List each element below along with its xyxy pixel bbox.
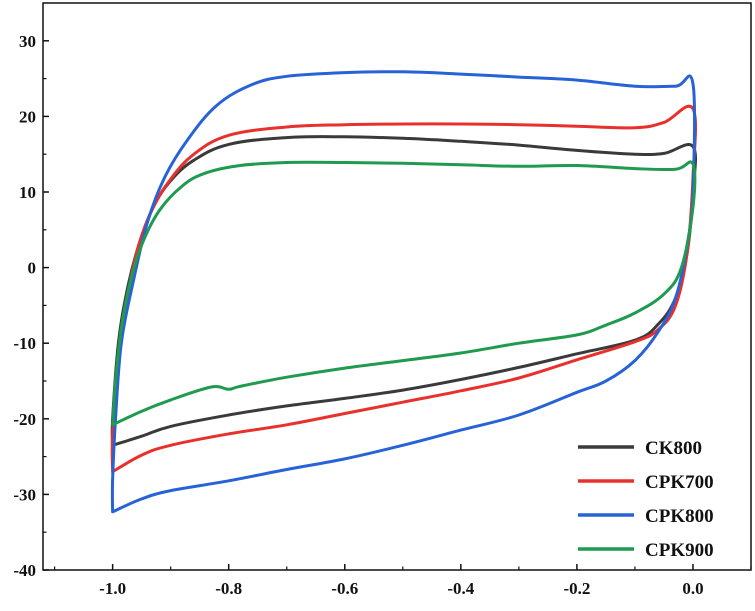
y-tick-label: -30 <box>13 485 36 504</box>
x-tick-label: -1.0 <box>99 579 126 598</box>
y-tick-label: 30 <box>19 32 36 51</box>
x-tick-label: -0.4 <box>447 579 474 598</box>
x-tick-label: -0.2 <box>563 579 590 598</box>
x-tick-label: -0.8 <box>215 579 242 598</box>
y-tick-label: 0 <box>28 259 37 278</box>
x-tick-label: -0.6 <box>331 579 358 598</box>
legend: CK800 CPK700 CPK800 CPK900 <box>578 438 714 561</box>
series-line-cpk700 <box>110 104 698 474</box>
y-tick-label: -40 <box>13 561 36 580</box>
y-tick-label: 10 <box>19 183 36 202</box>
plot-frame <box>42 2 752 571</box>
x-tick-label: 0.0 <box>682 579 703 598</box>
y-tick-label: -20 <box>13 410 36 429</box>
series-layer <box>110 70 698 514</box>
series-line-cpk900 <box>111 160 697 427</box>
series-line-ck800 <box>110 135 698 447</box>
y-tick-label: -10 <box>13 334 36 353</box>
y-tick-label: 20 <box>19 107 36 126</box>
series-line-cpk800 <box>110 70 697 514</box>
x-axis: -1.0 -0.8 -0.6 -0.4 -0.2 0.0 <box>54 564 752 598</box>
y-axis: -40 -30 -20 -10 0 10 20 30 <box>13 32 49 580</box>
legend-label-cpk700: CPK700 <box>645 472 714 493</box>
legend-label-cpk800: CPK800 <box>645 506 714 527</box>
legend-label-cpk900: CPK900 <box>645 540 714 561</box>
legend-label-ck800: CK800 <box>645 438 702 459</box>
